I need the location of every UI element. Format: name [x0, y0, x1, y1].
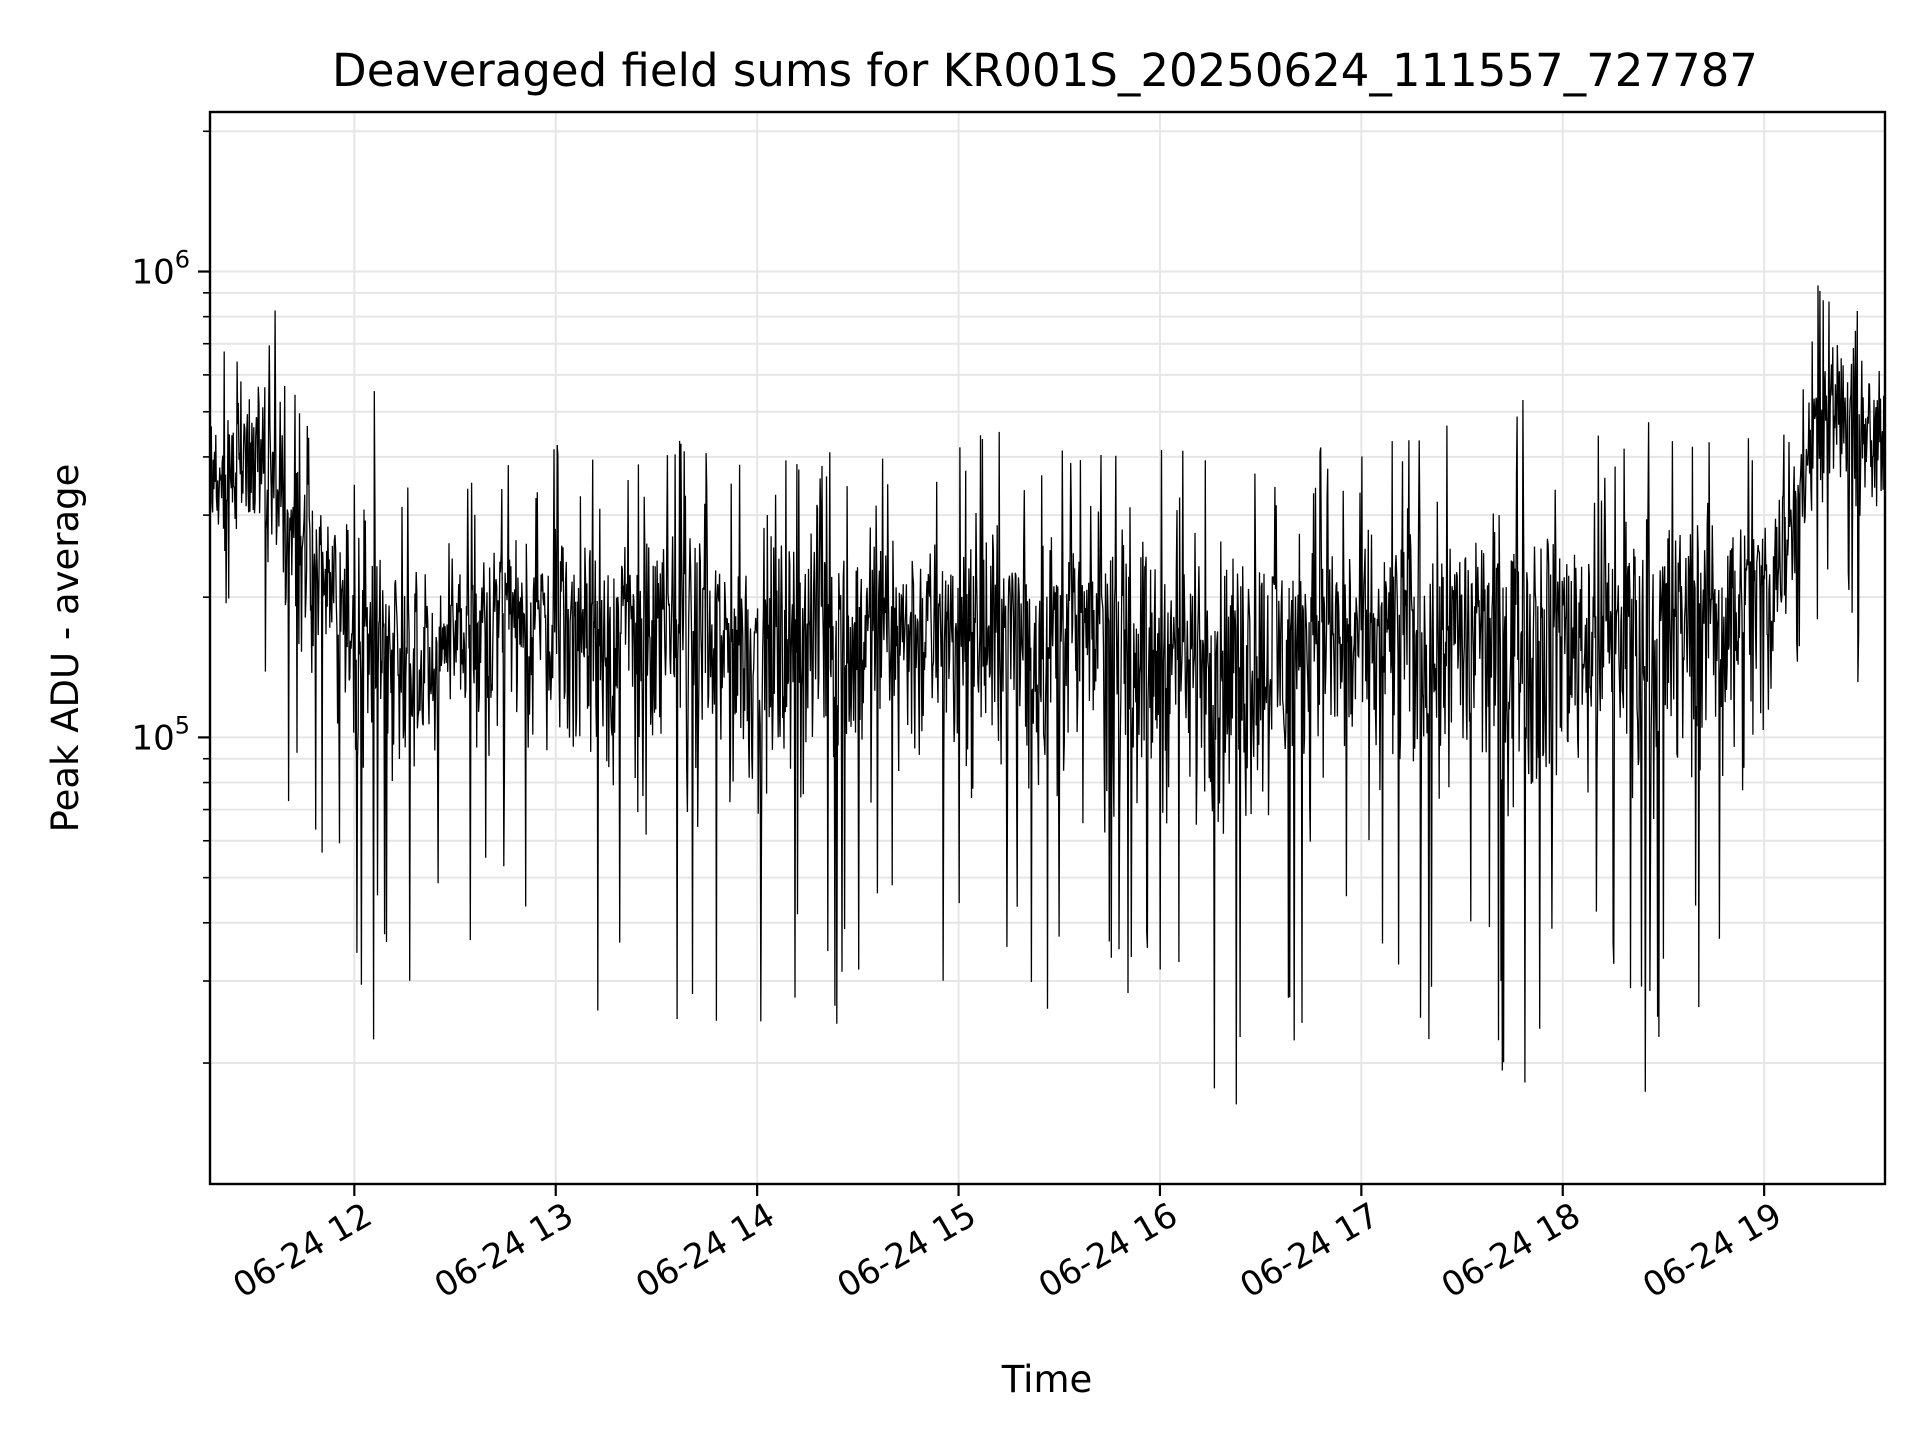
y-axis-ticks: 105 106 — [131, 130, 210, 1064]
plot-frame — [208, 110, 1887, 1186]
x-axis-label: Time — [1001, 1358, 1093, 1401]
y-axis-label: Peak ADU - average — [44, 464, 87, 833]
y-tick-label: 105 — [131, 711, 190, 758]
y-tick-label: 106 — [131, 246, 190, 293]
series-line — [209, 285, 1886, 1105]
chart-title: Deaveraged field sums for KR001S_2025062… — [332, 44, 1758, 97]
series-polyline — [209, 285, 1886, 1105]
